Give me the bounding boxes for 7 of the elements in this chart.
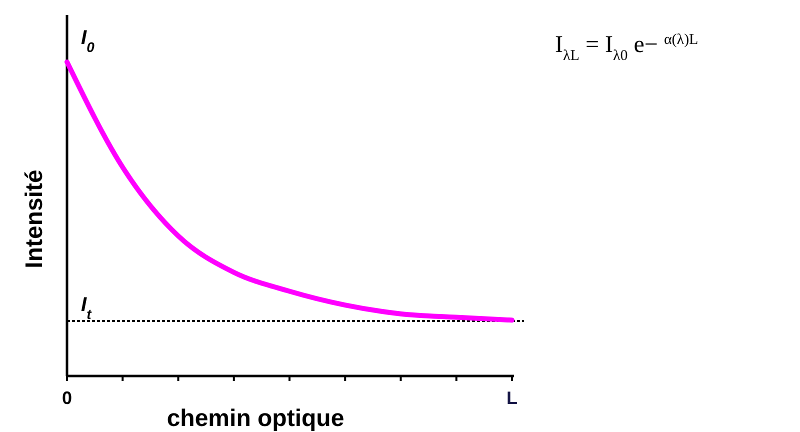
ref-line-label: I$_{t}$ xyxy=(81,294,93,322)
y-axis-title: Intensité xyxy=(21,170,48,268)
text: I$_{λL}$ = I$_{λ0}$ e− $^{α(λ)L}$ xyxy=(555,32,698,64)
x-axis-title: chemin optique xyxy=(166,405,344,432)
x-tick-label: L xyxy=(506,388,518,408)
annotation: I$_{0}$ xyxy=(81,27,95,55)
x-tick-label: 0 xyxy=(62,388,72,408)
